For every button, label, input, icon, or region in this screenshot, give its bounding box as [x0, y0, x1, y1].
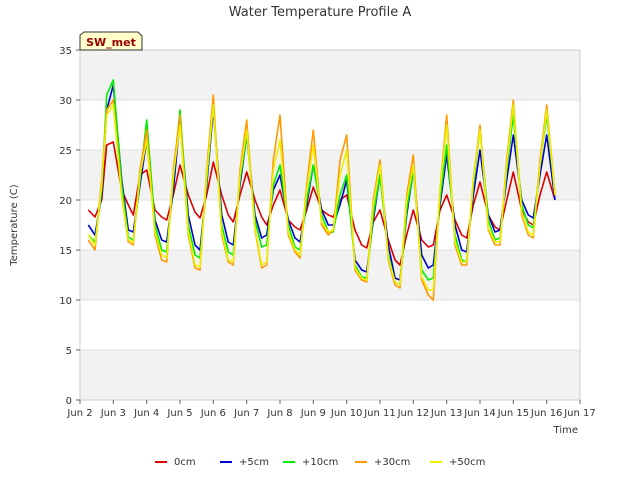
- plot-band: [80, 300, 580, 350]
- chart-title: Water Temperature Profile A: [229, 5, 412, 20]
- x-tick-label: Jun 2: [66, 408, 92, 419]
- plot-frame: [79, 49, 581, 401]
- legend-label: +30cm: [374, 457, 410, 468]
- x-tick-label: Jun 15: [497, 408, 530, 419]
- legend-label: +5cm: [239, 457, 269, 468]
- legend-label: +10cm: [302, 457, 338, 468]
- y-tick-label: 0: [66, 396, 72, 407]
- x-tick-label: Jun 11: [363, 408, 396, 419]
- y-axis-label: Temperature (C): [9, 184, 20, 266]
- legend-label: 0cm: [174, 457, 196, 468]
- x-tick-label: Jun 14: [463, 408, 496, 419]
- site-label-box: [79, 31, 143, 51]
- x-tick-label: Jun 4: [133, 408, 159, 419]
- y-ticks: 0 5 10 15 20 25 30 35: [59, 46, 80, 407]
- y-tick-label: 5: [66, 346, 72, 357]
- plot-band: [80, 250, 580, 300]
- x-tick-label: Jun 17: [563, 408, 596, 419]
- y-tick-label: 10: [59, 296, 72, 307]
- x-tick-label: Jun 9: [300, 408, 326, 419]
- plot-band: [80, 50, 580, 100]
- x-tick-label: Jun 13: [430, 408, 463, 419]
- site-label-text: SW_met: [86, 36, 136, 49]
- x-tick-label: Jun 6: [200, 408, 226, 419]
- y-tick-label: 30: [59, 96, 72, 107]
- plot-band: [80, 150, 580, 200]
- legend: 0cm +5cm +10cm +30cm +50cm: [155, 457, 485, 468]
- plot-band: [80, 100, 580, 150]
- site-label-badge: SW_met: [79, 31, 143, 51]
- x-tick-label: Jun 3: [100, 408, 126, 419]
- x-tick-label: Jun 5: [166, 408, 192, 419]
- legend-label: +50cm: [449, 457, 485, 468]
- x-tick-label: Jun 12: [397, 408, 430, 419]
- x-tick-label: Jun 7: [233, 408, 259, 419]
- series-line-50cm: [87, 104, 556, 291]
- series-lines: [87, 79, 556, 301]
- x-tick-label: Jun 8: [266, 408, 292, 419]
- x-tick-label: Jun 10: [330, 408, 363, 419]
- plot-band: [80, 350, 580, 400]
- y-tick-label: 35: [59, 46, 72, 57]
- series-line-5cm: [87, 84, 556, 281]
- y-tick-label: 20: [59, 196, 72, 207]
- y-tick-label: 15: [59, 246, 72, 257]
- y-tick-label: 25: [59, 146, 72, 157]
- x-axis-label: Time: [553, 425, 578, 436]
- x-ticks: Jun 2 Jun 3 Jun 4 Jun 5 Jun 6 Jun 7 Jun 8 Jun 9…: [66, 400, 596, 419]
- x-tick-label: Jun 16: [530, 408, 563, 419]
